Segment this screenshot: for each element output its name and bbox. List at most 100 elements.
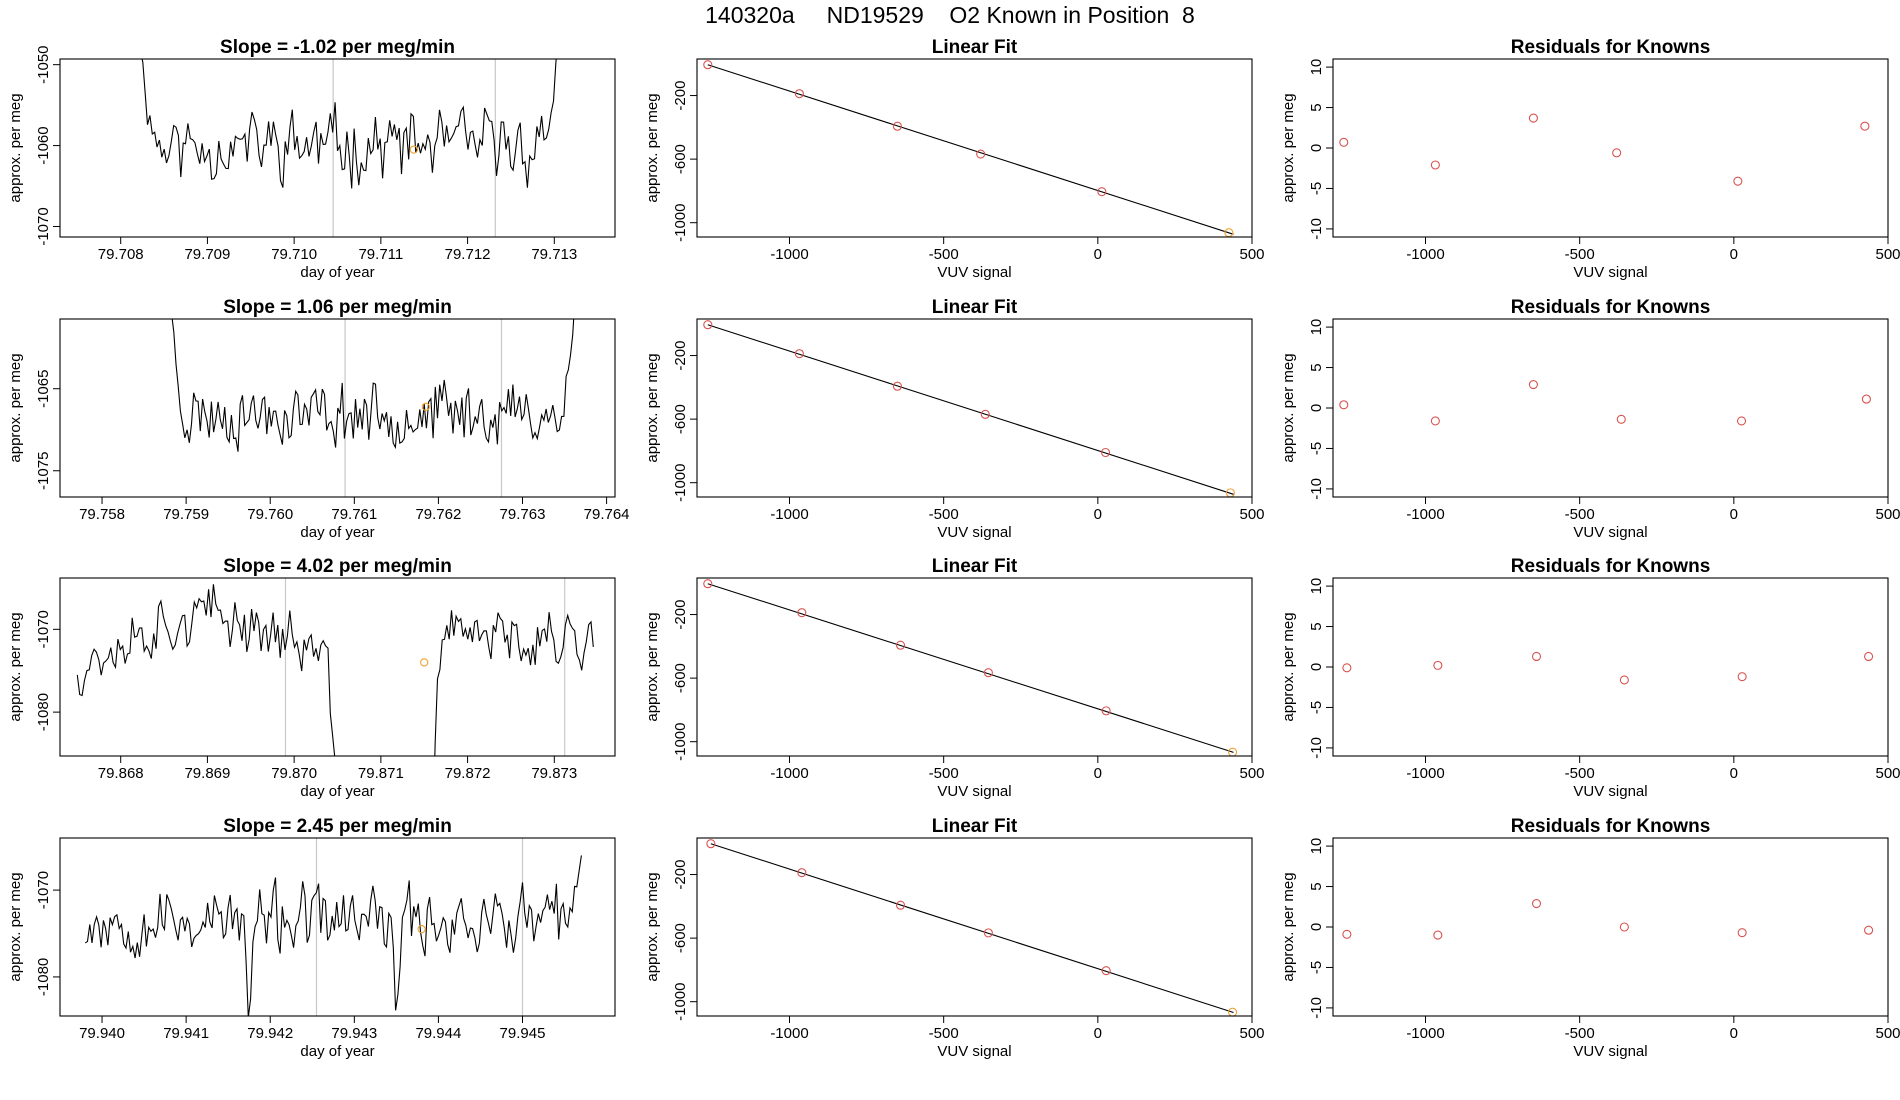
known-point bbox=[1619, 922, 1629, 932]
y-tick-label: 10 bbox=[1308, 319, 1325, 336]
x-tick-label: 79.868 bbox=[98, 765, 144, 782]
y-tick-label: -600 bbox=[672, 663, 689, 693]
y-tick-label: -1000 bbox=[672, 983, 689, 1021]
known-point bbox=[1864, 925, 1874, 935]
y-tick-label: -1065 bbox=[35, 370, 52, 408]
plot-frame bbox=[696, 837, 1253, 1017]
x-tick-label: 79.761 bbox=[331, 506, 377, 523]
y-axis-label: approx. per meg bbox=[644, 353, 661, 462]
x-tick-label: -1000 bbox=[1406, 506, 1444, 523]
known-point bbox=[1616, 414, 1626, 424]
y-tick-label: 0 bbox=[1308, 144, 1325, 152]
x-tick-label: -1000 bbox=[770, 506, 808, 523]
y-tick-label: -1070 bbox=[35, 610, 52, 648]
y-tick-label: 0 bbox=[1308, 404, 1325, 412]
plot-frame bbox=[59, 837, 616, 1017]
fit-panel-4: Linear Fit -1000 -500 0 500 -200 -600 -1000 VUV … bbox=[644, 816, 1265, 1060]
x-tick-label: 0 bbox=[1730, 765, 1738, 782]
series-line bbox=[171, 319, 575, 452]
known-point bbox=[983, 928, 993, 938]
known-point bbox=[980, 409, 990, 419]
known-point bbox=[1342, 663, 1352, 673]
timeseries-panel-4: Slope = 2.45 per meg/min 79.940 79.941 79.9… bbox=[7, 816, 616, 1060]
x-axis-label: VUV signal bbox=[1573, 264, 1647, 281]
x-axis-label: VUV signal bbox=[1573, 783, 1647, 800]
y-tick-label: -200 bbox=[672, 81, 689, 111]
x-tick-label: 79.762 bbox=[415, 506, 461, 523]
known-point bbox=[703, 320, 713, 330]
x-tick-label: -1000 bbox=[1406, 1025, 1444, 1042]
x-tick-label: 500 bbox=[1875, 765, 1900, 782]
y-axis-label: approx. per meg bbox=[1280, 872, 1297, 981]
known-point bbox=[706, 839, 716, 849]
known-point bbox=[1531, 651, 1542, 662]
y-tick-label: 5 bbox=[1308, 622, 1325, 630]
y-tick-label: -200 bbox=[672, 860, 689, 890]
panel-title: Linear Fit bbox=[932, 297, 1018, 318]
known-point bbox=[892, 121, 902, 131]
known-point bbox=[1342, 929, 1352, 939]
x-tick-label: 79.940 bbox=[79, 1025, 125, 1042]
y-axis-label: approx. per meg bbox=[7, 93, 24, 202]
x-axis-label: VUV signal bbox=[937, 783, 1011, 800]
series-line bbox=[84, 855, 582, 1016]
x-tick-label: -500 bbox=[1565, 506, 1595, 523]
x-tick-label: -500 bbox=[929, 506, 959, 523]
plot-frame bbox=[1332, 837, 1889, 1017]
x-axis-label: VUV signal bbox=[1573, 1043, 1647, 1060]
y-tick-label: -1000 bbox=[672, 204, 689, 242]
y-tick-label: -1000 bbox=[672, 723, 689, 761]
x-tick-label: 79.758 bbox=[79, 506, 125, 523]
x-tick-label: 79.869 bbox=[184, 765, 230, 782]
y-tick-label: -1000 bbox=[672, 464, 689, 502]
y-axis-label: approx. per meg bbox=[7, 612, 24, 721]
y-axis-label: approx. per meg bbox=[1280, 612, 1297, 721]
y-tick-label: -1080 bbox=[35, 958, 52, 996]
series-line bbox=[76, 584, 336, 756]
x-axis-label: day of year bbox=[300, 783, 374, 800]
plot-frame bbox=[1332, 577, 1889, 757]
x-tick-label: 79.943 bbox=[331, 1025, 377, 1042]
y-axis-label: approx. per meg bbox=[644, 93, 661, 202]
panel-title: Residuals for Knowns bbox=[1511, 37, 1711, 58]
x-tick-label: 500 bbox=[1239, 506, 1264, 523]
known-point bbox=[703, 579, 713, 589]
x-tick-label: 79.713 bbox=[531, 246, 577, 263]
fit-panel-2: Linear Fit -1000 -500 0 500 -200 -600 -1000 VUV … bbox=[644, 297, 1265, 541]
x-tick-label: 500 bbox=[1239, 765, 1264, 782]
known-point bbox=[794, 89, 804, 99]
x-tick-label: -500 bbox=[929, 246, 959, 263]
known-point bbox=[1619, 675, 1629, 685]
x-tick-label: 500 bbox=[1875, 506, 1900, 523]
y-tick-label: -10 bbox=[1308, 218, 1325, 240]
x-tick-label: -1000 bbox=[1406, 246, 1444, 263]
x-tick-label: 79.944 bbox=[415, 1025, 461, 1042]
x-tick-label: 0 bbox=[1730, 1025, 1738, 1042]
y-tick-label: -5 bbox=[1308, 442, 1325, 455]
known-point bbox=[1528, 113, 1538, 123]
known-point bbox=[1864, 651, 1874, 662]
y-tick-label: -1060 bbox=[35, 126, 52, 164]
x-axis-label: VUV signal bbox=[1573, 524, 1647, 541]
y-tick-label: 10 bbox=[1308, 59, 1325, 76]
y-tick-label: 5 bbox=[1308, 363, 1325, 371]
x-axis-label: VUV signal bbox=[937, 264, 1011, 281]
fit-line bbox=[707, 64, 1234, 235]
timeseries-panel-2: Slope = 1.06 per meg/min 79.758 79.759 79.7… bbox=[7, 297, 630, 541]
x-tick-label: 79.872 bbox=[445, 765, 491, 782]
plot-frame bbox=[1332, 58, 1889, 238]
y-axis-label: approx. per meg bbox=[1280, 353, 1297, 462]
x-tick-label: 79.763 bbox=[500, 506, 546, 523]
y-tick-label: -1075 bbox=[35, 452, 52, 490]
x-tick-label: 0 bbox=[1730, 506, 1738, 523]
x-axis-label: VUV signal bbox=[937, 524, 1011, 541]
x-tick-label: 79.871 bbox=[358, 765, 404, 782]
y-tick-label: 5 bbox=[1308, 103, 1325, 111]
y-tick-label: -600 bbox=[672, 144, 689, 174]
known-point bbox=[1528, 379, 1538, 390]
sample-marker bbox=[421, 402, 430, 411]
x-tick-label: 79.941 bbox=[163, 1025, 209, 1042]
known-point bbox=[976, 149, 986, 159]
plot-frame bbox=[59, 577, 616, 757]
x-tick-label: -1000 bbox=[1406, 765, 1444, 782]
